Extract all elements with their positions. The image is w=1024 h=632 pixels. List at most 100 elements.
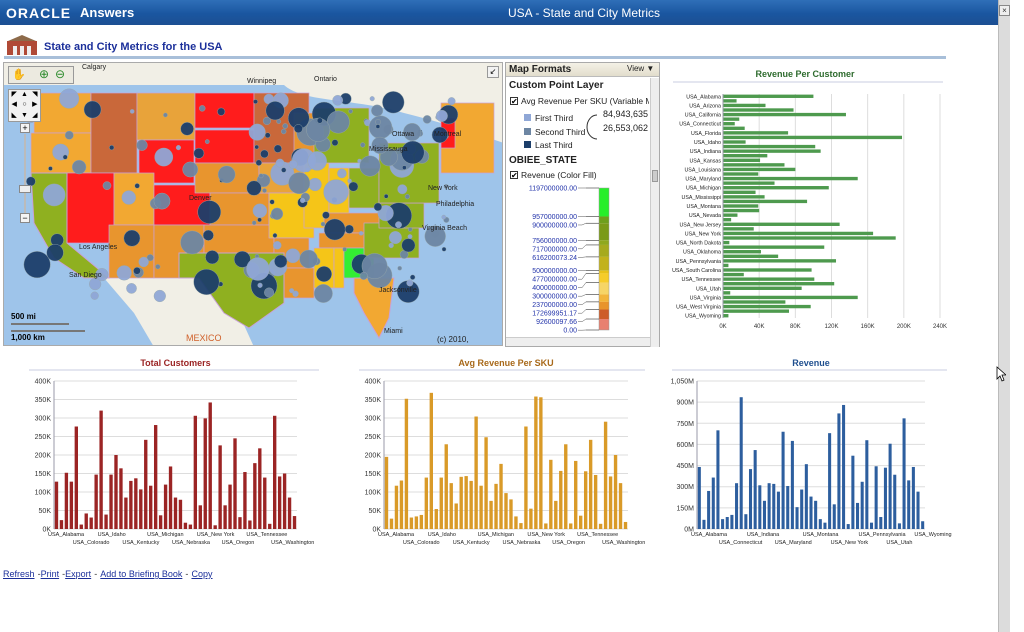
bar[interactable] <box>213 525 217 529</box>
bar[interactable] <box>539 397 543 529</box>
bar[interactable] <box>723 112 846 117</box>
city-point-marker[interactable] <box>264 287 275 298</box>
bar[interactable] <box>837 413 841 529</box>
bar[interactable] <box>389 518 394 529</box>
bar[interactable] <box>860 481 864 529</box>
bar[interactable] <box>129 480 133 529</box>
city-point-marker[interactable] <box>359 271 368 280</box>
city-point-marker[interactable] <box>281 167 287 173</box>
city-point-marker[interactable] <box>408 227 413 232</box>
city-point-marker[interactable] <box>307 151 327 171</box>
city-point-marker[interactable] <box>71 159 87 175</box>
city-point-marker[interactable] <box>288 159 298 169</box>
bar[interactable] <box>723 268 812 272</box>
bar[interactable] <box>104 514 108 529</box>
bar[interactable] <box>208 402 212 529</box>
bar[interactable] <box>124 497 128 529</box>
collapse-map-icon[interactable]: ↙ <box>487 66 499 78</box>
city-point-marker[interactable] <box>403 123 422 141</box>
bar[interactable] <box>258 448 262 529</box>
bar[interactable] <box>134 478 138 529</box>
bar[interactable] <box>723 218 732 222</box>
bar[interactable] <box>273 415 277 529</box>
pan-up-icon[interactable]: ▲ <box>21 91 28 98</box>
city-point-marker[interactable] <box>46 244 64 262</box>
city-point-marker[interactable] <box>348 181 359 192</box>
bar[interactable] <box>424 477 429 529</box>
city-point-marker[interactable] <box>217 107 226 116</box>
city-point-marker[interactable] <box>397 184 408 195</box>
bar[interactable] <box>790 440 794 529</box>
bar[interactable] <box>99 410 103 529</box>
city-point-marker[interactable] <box>265 101 285 121</box>
bar[interactable] <box>409 517 414 529</box>
bar[interactable] <box>474 416 478 529</box>
bar[interactable] <box>54 481 59 529</box>
bar[interactable] <box>153 425 158 529</box>
bar[interactable] <box>178 499 183 529</box>
bar[interactable] <box>469 480 473 529</box>
bar[interactable] <box>723 277 815 281</box>
pan-sw-icon[interactable]: ◣ <box>11 111 17 119</box>
bar[interactable] <box>603 421 608 529</box>
city-point-marker[interactable] <box>407 234 413 240</box>
bar[interactable] <box>454 503 458 529</box>
city-point-marker[interactable] <box>205 250 220 265</box>
bar[interactable] <box>893 474 897 529</box>
zoom-slider-track[interactable] <box>24 134 26 214</box>
city-point-marker[interactable] <box>262 116 271 125</box>
state-region[interactable] <box>353 277 395 340</box>
bar[interactable] <box>762 500 766 529</box>
city-point-marker[interactable] <box>397 266 402 271</box>
city-point-marker[interactable] <box>233 250 251 268</box>
bar[interactable] <box>248 520 252 529</box>
bar[interactable] <box>907 480 911 529</box>
city-point-marker[interactable] <box>368 115 393 139</box>
city-point-marker[interactable] <box>443 184 449 189</box>
city-point-marker[interactable] <box>204 139 210 144</box>
city-point-marker[interactable] <box>62 154 68 160</box>
city-point-marker[interactable] <box>316 117 323 124</box>
bar[interactable] <box>613 455 618 529</box>
map-canvas[interactable]: Calgary Winnipeg Ontario Ottawa Mississauga M… <box>4 63 503 346</box>
bar[interactable] <box>723 94 814 98</box>
bar[interactable] <box>253 463 257 529</box>
bar[interactable] <box>723 204 759 208</box>
city-point-marker[interactable] <box>379 148 398 167</box>
bar[interactable] <box>534 396 538 529</box>
close-button[interactable]: × <box>999 5 1010 16</box>
bar[interactable] <box>723 291 731 295</box>
city-point-marker[interactable] <box>251 220 257 226</box>
bar[interactable] <box>781 431 785 529</box>
city-point-marker[interactable] <box>275 158 285 168</box>
city-point-marker[interactable] <box>431 126 449 144</box>
city-point-marker[interactable] <box>441 214 447 220</box>
city-point-marker[interactable] <box>373 202 383 212</box>
bar[interactable] <box>509 499 513 529</box>
bar[interactable] <box>94 474 98 529</box>
bar[interactable] <box>268 523 272 529</box>
bar[interactable] <box>384 456 389 529</box>
bar[interactable] <box>444 444 448 529</box>
bar[interactable] <box>144 439 148 529</box>
city-point-marker[interactable] <box>288 172 311 195</box>
bar[interactable] <box>484 437 488 529</box>
city-point-marker[interactable] <box>272 233 278 238</box>
bar[interactable] <box>723 199 808 204</box>
bar[interactable] <box>723 103 766 108</box>
bar[interactable] <box>623 521 628 529</box>
bar[interactable] <box>725 517 729 529</box>
bar[interactable] <box>723 208 760 213</box>
bar[interactable] <box>723 240 730 245</box>
city-point-marker[interactable] <box>441 246 447 252</box>
bar[interactable] <box>608 476 613 529</box>
bar[interactable] <box>464 476 468 529</box>
bar[interactable] <box>223 505 227 529</box>
bar[interactable] <box>598 523 603 529</box>
bar[interactable] <box>921 521 925 529</box>
bar[interactable] <box>173 497 178 529</box>
city-point-marker[interactable] <box>371 104 384 117</box>
city-point-marker[interactable] <box>262 188 267 193</box>
add-to-briefing-book-link[interactable]: Add to Briefing Book <box>100 569 183 579</box>
horizontal-scrollbar[interactable] <box>506 337 650 346</box>
